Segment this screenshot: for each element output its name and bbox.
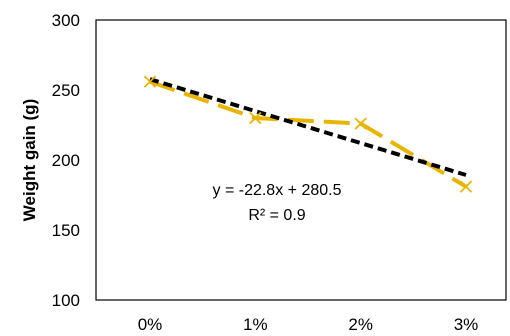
x-tick-label: 1% bbox=[243, 315, 268, 334]
y-tick-label: 200 bbox=[52, 151, 80, 170]
trendline-layer bbox=[149, 77, 467, 177]
marker-layer bbox=[143, 75, 473, 193]
x-tick-label: 3% bbox=[454, 315, 479, 334]
y-axis-ticks: 100 150 200 250 300 bbox=[52, 11, 80, 310]
x-tick-label: 2% bbox=[348, 315, 373, 334]
data-point-marker bbox=[249, 111, 262, 125]
plot-frame bbox=[95, 19, 507, 301]
y-axis-title: Weight gain (g) bbox=[20, 99, 39, 221]
data-point-marker bbox=[354, 117, 367, 130]
series-line bbox=[149, 79, 468, 189]
y-tick-label: 100 bbox=[52, 291, 80, 310]
y-tick-label: 250 bbox=[52, 81, 80, 100]
y-tick-label: 300 bbox=[52, 11, 80, 30]
trendline-equation: y = -22.8x + 280.5 bbox=[213, 182, 342, 199]
trendline-r-squared: R² = 0.9 bbox=[248, 207, 305, 224]
trendline bbox=[149, 77, 467, 177]
data-point-marker bbox=[459, 180, 473, 193]
y-tick-label: 150 bbox=[52, 221, 80, 240]
x-tick-label: 0% bbox=[138, 315, 163, 334]
data-point-marker bbox=[143, 75, 157, 88]
series-layer bbox=[149, 79, 468, 189]
x-axis-ticks: 0% 1% 2% 3% bbox=[138, 315, 479, 334]
